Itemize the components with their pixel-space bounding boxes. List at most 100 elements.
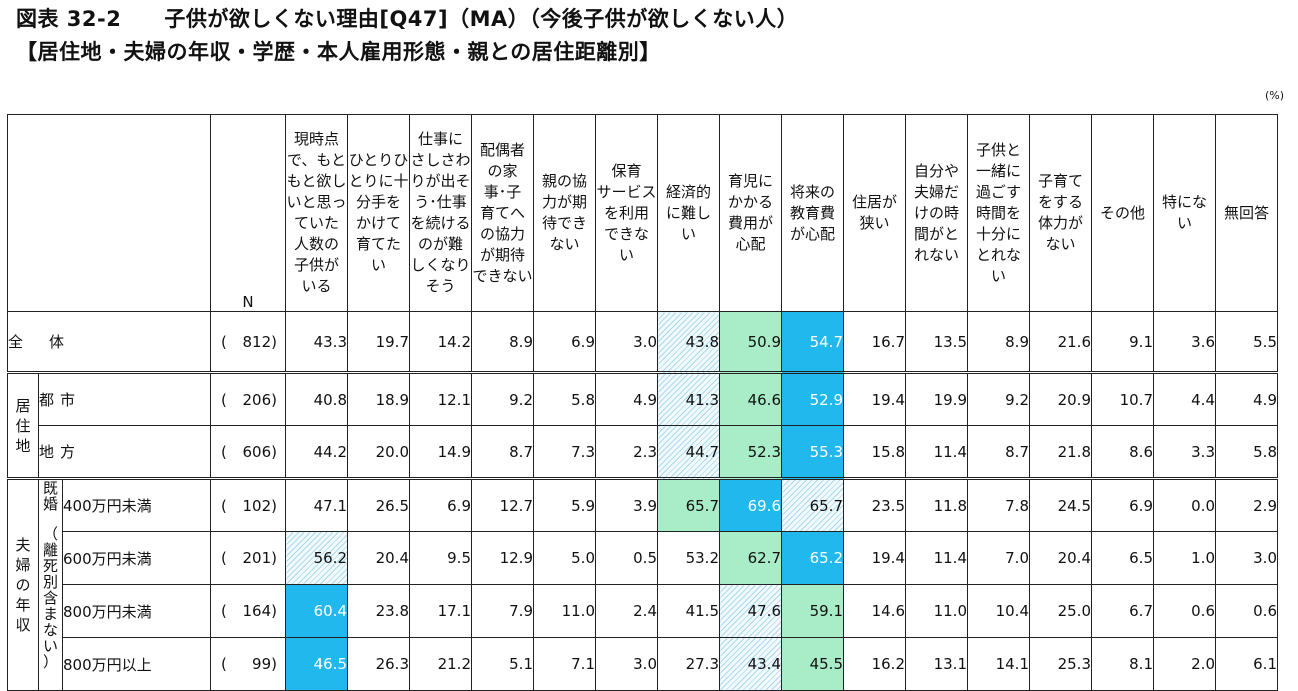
value-cell: 26.5 bbox=[347, 477, 410, 532]
value-cell: 10.7 bbox=[1091, 371, 1154, 426]
column-header-line: を続ける bbox=[410, 214, 471, 232]
value-cell: 54.7 bbox=[781, 311, 844, 373]
row-label: 800万円未満 bbox=[62, 584, 211, 638]
column-header-line: を利用 bbox=[603, 203, 649, 222]
value-cell: 19.4 bbox=[843, 371, 906, 426]
value-cell: 9.2 bbox=[471, 371, 534, 426]
group-label-char: 収 bbox=[15, 616, 31, 634]
n-count: (206) bbox=[210, 371, 286, 426]
married-note-char: ） bbox=[42, 653, 58, 671]
value-cell: 8.1 bbox=[1091, 637, 1154, 691]
value-cell: 0.5 bbox=[595, 531, 658, 585]
column-header-line: 待でき bbox=[541, 214, 587, 232]
value-cell: 3.9 bbox=[595, 477, 658, 532]
column-header-line: 費用が bbox=[727, 214, 773, 232]
column-header-line: 配偶者 bbox=[479, 140, 525, 159]
value-cell: 11.4 bbox=[905, 531, 968, 585]
column-header: 現時点 で、もと もと欲し いと思っ ていた 人数の 子供が いる bbox=[285, 114, 348, 312]
column-header-line: ていた bbox=[293, 214, 339, 232]
value-cell: 50.9 bbox=[719, 311, 782, 373]
column-header-line: とりに十 bbox=[348, 172, 409, 190]
column-header-line: 一緒に bbox=[975, 161, 1021, 180]
value-cell: 20.9 bbox=[1029, 371, 1092, 426]
row-residence: 地方(606) 44.2 20.0 14.9 8.7 7.3 2.3 44.7 52.3 55.3… bbox=[8, 425, 1278, 479]
value-cell: 15.8 bbox=[843, 425, 906, 479]
column-header-line: 育児に bbox=[727, 172, 773, 190]
value-cell: 19.9 bbox=[905, 371, 968, 426]
column-header-line: 将来の bbox=[789, 182, 835, 201]
value-cell: 6.9 bbox=[1091, 477, 1154, 532]
value-cell: 65.7 bbox=[781, 477, 844, 532]
column-header-line: 経済的 bbox=[665, 182, 711, 201]
column-header-line: ない bbox=[549, 235, 580, 253]
value-cell: 4.4 bbox=[1153, 371, 1216, 426]
value-cell: 3.6 bbox=[1153, 311, 1216, 373]
column-header-line: ひとりひ bbox=[348, 151, 409, 169]
value-cell: 8.7 bbox=[471, 425, 534, 479]
row-label: 800万円以上 bbox=[62, 637, 211, 691]
value-cell: 53.2 bbox=[657, 531, 720, 585]
value-cell: 55.3 bbox=[781, 425, 844, 479]
n-count: (606) bbox=[210, 425, 286, 479]
value-cell: 12.7 bbox=[471, 477, 534, 532]
value-cell: 69.6 bbox=[719, 477, 782, 532]
column-header-line: その他 bbox=[1099, 203, 1145, 222]
n-open-paren: ( bbox=[221, 496, 227, 515]
column-header-line: そう bbox=[425, 277, 456, 295]
value-cell: 47.6 bbox=[719, 584, 782, 638]
value-cell: 1.0 bbox=[1153, 531, 1216, 585]
n-count: (102) bbox=[210, 477, 286, 532]
group-label-char: 年 bbox=[15, 596, 31, 614]
column-header-line: い bbox=[680, 224, 696, 243]
value-cell: 23.5 bbox=[843, 477, 906, 532]
value-cell: 20.4 bbox=[347, 531, 410, 585]
married-note-char: 死 bbox=[42, 557, 58, 575]
figure-title: 図表 32-2 子供が欲しくない理由[Q47]（MA）（今後子供が欲しくない人） bbox=[16, 7, 799, 31]
column-header: 配偶者 の家 事･子 育てへ の協力 が期待 できない bbox=[471, 114, 534, 312]
column-header-line: とれな bbox=[975, 245, 1021, 264]
value-cell: 2.0 bbox=[1153, 637, 1216, 691]
n-value: 206) bbox=[242, 390, 277, 409]
column-header-line: の家 bbox=[487, 161, 518, 180]
column-header-line: に難し bbox=[665, 203, 711, 222]
column-header-line: 過ごす bbox=[975, 182, 1022, 201]
column-header: 子育て をする 体力が ない bbox=[1029, 114, 1092, 312]
row-income: 800万円未満(164) 60.4 23.8 17.1 7.9 11.0 2.4 41.5 47… bbox=[8, 584, 1278, 638]
n-count: (201) bbox=[210, 531, 286, 585]
married-note-char: 婚 bbox=[42, 495, 58, 513]
value-cell: 4.9 bbox=[1215, 371, 1278, 426]
row-residence: 居住地都市(206) 40.8 18.9 12.1 9.2 5.8 4.9 41.3 46.6 5… bbox=[7, 371, 1278, 479]
value-cell: 21.8 bbox=[1029, 425, 1092, 479]
value-cell: 0.6 bbox=[1153, 584, 1216, 638]
value-cell: 43.8 bbox=[657, 311, 720, 373]
value-cell: 21.2 bbox=[409, 637, 472, 691]
value-cell: 46.5 bbox=[285, 637, 348, 691]
value-cell: 10.4 bbox=[967, 584, 1030, 638]
value-cell: 2.4 bbox=[595, 584, 658, 638]
group-label-char: の bbox=[15, 576, 31, 594]
value-cell: 47.1 bbox=[285, 477, 348, 532]
value-cell: 9.5 bbox=[409, 531, 472, 585]
n-open-paren: ( bbox=[221, 332, 227, 351]
value-cell: 52.9 bbox=[781, 371, 844, 426]
n-open-paren: ( bbox=[221, 655, 227, 673]
row-label: 600万円未満 bbox=[62, 531, 211, 585]
married-note-char: 別 bbox=[42, 573, 58, 591]
column-header-line: りが出そ bbox=[410, 172, 471, 190]
value-cell: 65.2 bbox=[781, 531, 844, 585]
value-cell: 0.0 bbox=[1153, 477, 1216, 532]
group-label-char: 夫 bbox=[15, 536, 31, 554]
n-count: (99) bbox=[210, 637, 286, 691]
value-cell: 40.8 bbox=[285, 371, 348, 426]
value-cell: 24.5 bbox=[1029, 477, 1092, 532]
group-label-char: 婦 bbox=[15, 556, 31, 574]
n-value: 606) bbox=[242, 442, 277, 461]
value-cell: 11.0 bbox=[533, 584, 596, 638]
row-income: 800万円以上(99) 46.5 26.3 21.2 5.1 7.1 3.0 27.3 43.4… bbox=[8, 637, 1278, 691]
n-open-paren: ( bbox=[221, 390, 227, 409]
value-cell: 13.1 bbox=[905, 637, 968, 691]
value-cell: 16.7 bbox=[843, 311, 906, 373]
column-header: 自分や 夫婦だ けの時 間がと れない bbox=[905, 114, 968, 312]
column-header-line: 自分や bbox=[913, 161, 959, 180]
header-blank bbox=[7, 114, 211, 312]
